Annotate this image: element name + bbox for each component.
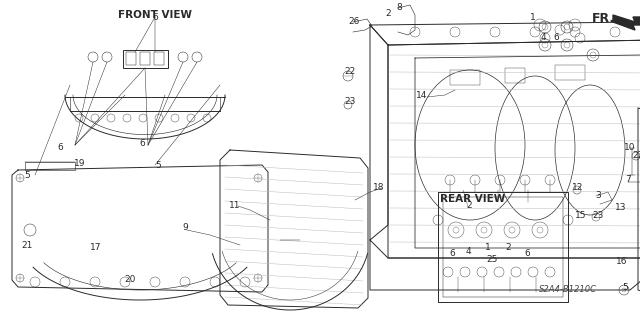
Text: 13: 13 bbox=[615, 204, 627, 212]
Text: 21: 21 bbox=[21, 241, 33, 250]
Text: 2: 2 bbox=[505, 243, 511, 253]
Text: 23: 23 bbox=[592, 211, 604, 219]
Text: 8: 8 bbox=[396, 4, 402, 12]
Text: 25: 25 bbox=[486, 256, 498, 264]
Bar bbox=[555, 65, 585, 80]
Text: 11: 11 bbox=[229, 201, 241, 210]
Text: 10: 10 bbox=[624, 144, 636, 152]
Text: 14: 14 bbox=[416, 91, 428, 100]
Text: 6: 6 bbox=[449, 249, 455, 257]
Text: 4: 4 bbox=[465, 248, 471, 256]
Text: 12: 12 bbox=[572, 183, 584, 192]
Text: FRONT VIEW: FRONT VIEW bbox=[118, 10, 192, 20]
Bar bbox=[123, 50, 168, 68]
Text: 2: 2 bbox=[466, 202, 472, 211]
Text: 5: 5 bbox=[622, 284, 628, 293]
Text: 3: 3 bbox=[595, 190, 601, 199]
Text: 26: 26 bbox=[348, 18, 360, 26]
Text: 15: 15 bbox=[575, 211, 587, 219]
Text: 22: 22 bbox=[632, 151, 640, 160]
Bar bbox=[25, 162, 75, 170]
Text: 6: 6 bbox=[57, 144, 63, 152]
Text: 1: 1 bbox=[485, 243, 491, 253]
Text: 6: 6 bbox=[152, 12, 158, 21]
Text: S2A4-B1210C: S2A4-B1210C bbox=[539, 286, 597, 294]
Text: 16: 16 bbox=[616, 257, 628, 266]
Text: 7: 7 bbox=[625, 175, 631, 184]
Text: 18: 18 bbox=[373, 182, 385, 191]
Text: 4: 4 bbox=[540, 33, 546, 42]
Text: 17: 17 bbox=[90, 243, 102, 253]
Bar bbox=[126, 52, 136, 65]
Bar bbox=[450, 70, 480, 85]
Text: 1: 1 bbox=[530, 13, 536, 23]
Text: 6: 6 bbox=[139, 138, 145, 147]
Bar bbox=[505, 68, 525, 83]
Text: FR.: FR. bbox=[592, 11, 615, 25]
Text: REAR VIEW: REAR VIEW bbox=[440, 194, 506, 204]
Bar bbox=[154, 52, 164, 65]
Bar bbox=[443, 197, 563, 297]
Polygon shape bbox=[613, 15, 640, 30]
Bar bbox=[140, 52, 150, 65]
Text: 5: 5 bbox=[155, 160, 161, 169]
Text: 22: 22 bbox=[344, 68, 356, 77]
Text: 20: 20 bbox=[124, 276, 136, 285]
Text: 19: 19 bbox=[74, 159, 86, 167]
Text: 9: 9 bbox=[182, 224, 188, 233]
Text: 6: 6 bbox=[524, 249, 530, 257]
Text: 6: 6 bbox=[553, 33, 559, 42]
Text: 5: 5 bbox=[24, 170, 30, 180]
Text: 23: 23 bbox=[344, 98, 356, 107]
Text: 2: 2 bbox=[385, 9, 391, 18]
